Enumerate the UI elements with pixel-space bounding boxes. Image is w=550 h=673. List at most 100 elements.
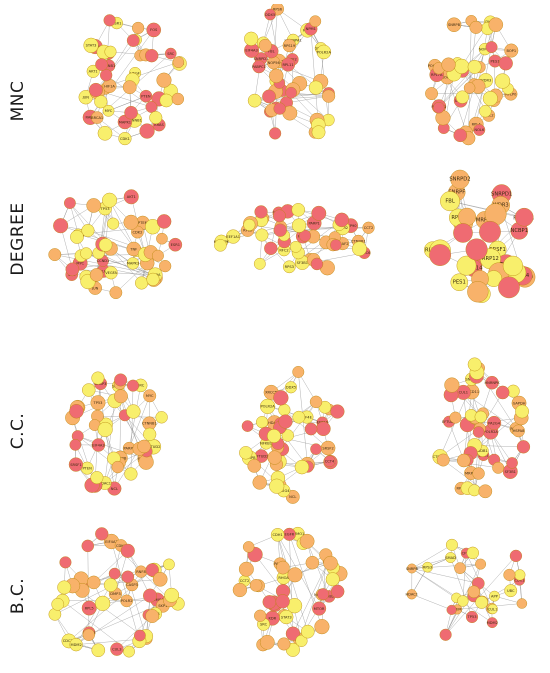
network-node: [88, 82, 103, 98]
network-node: [51, 597, 65, 611]
network-node: MTOR: [312, 601, 327, 616]
node-label: KRAS: [154, 123, 164, 127]
node-label: SNRPD2: [449, 177, 470, 183]
node-circle: [330, 404, 345, 419]
node-circle: [299, 533, 315, 549]
node-label: EEF1A1: [226, 235, 240, 239]
node-circle: [325, 572, 340, 587]
network-edge: [411, 544, 453, 569]
network-node: [472, 426, 485, 438]
node-circle: [311, 125, 326, 140]
network-edge: [114, 448, 140, 489]
network-node: MYC: [102, 104, 115, 117]
node-circle: [126, 404, 141, 419]
network-node: [516, 598, 528, 609]
network-node: ESR1: [168, 237, 183, 252]
row-label-bc: B.C.: [8, 577, 28, 615]
network-node: [239, 446, 253, 460]
node-circle: [273, 390, 289, 406]
node-circle: [494, 73, 511, 89]
network-node: [309, 15, 322, 28]
node-circle: [134, 629, 146, 642]
node-circle: [69, 638, 83, 652]
node-circle: [485, 375, 499, 390]
node-circle: [159, 260, 172, 273]
node-circle: [120, 543, 135, 558]
node-label: RPLP0: [505, 92, 517, 96]
node-circle: [155, 411, 168, 424]
node-label: SNRPD1: [491, 191, 512, 197]
network-node: [488, 17, 504, 32]
node-circle: [311, 205, 327, 221]
network-node: JUN: [78, 90, 93, 105]
node-circle: [478, 484, 493, 499]
network-node: HIF1A: [102, 79, 117, 93]
network-node: [494, 73, 511, 89]
node-circle: [95, 595, 111, 611]
node-label: EFTUD2: [146, 445, 160, 449]
network-edge: [448, 421, 465, 461]
node-circle: [310, 443, 322, 455]
node-circle: [143, 427, 157, 441]
node-label: SNRPB: [448, 23, 461, 27]
node-label: CDK2: [132, 230, 142, 234]
network-node: [94, 95, 108, 109]
node-circle: [156, 232, 168, 245]
node-label: JUN: [82, 96, 90, 100]
node-circle: [272, 209, 286, 223]
node-circle: [83, 37, 99, 53]
network-node: [252, 475, 267, 490]
network-node: [334, 212, 349, 228]
network-node: EEF1A1: [226, 229, 241, 244]
node-label: PA2G4: [488, 421, 500, 425]
network-node: [465, 238, 488, 261]
network-node: [289, 241, 302, 253]
node-circle: [475, 596, 489, 609]
node-label: SRSF1: [489, 247, 505, 253]
node-label: CDC20: [63, 639, 76, 643]
node-circle: [292, 410, 306, 424]
node-label: MYC: [146, 394, 154, 398]
node-circle: [267, 450, 282, 465]
node-circle: [80, 247, 93, 260]
network-node: CUL1: [487, 603, 498, 615]
network-node: SMAD: [445, 552, 456, 563]
network-node: [95, 527, 109, 541]
node-circle: [88, 82, 103, 98]
network-node: [317, 588, 330, 601]
node-circle: [164, 587, 180, 603]
network-node: [134, 629, 146, 642]
node-circle: [51, 597, 65, 611]
network-node: [277, 637, 291, 651]
network-node: [503, 568, 516, 581]
node-circle: [127, 379, 140, 392]
network-node: [123, 214, 139, 230]
network-node: [247, 459, 262, 473]
network-node: [70, 230, 84, 244]
node-circle: [123, 645, 135, 658]
node-label: MYC: [76, 261, 84, 265]
network-node: [467, 281, 489, 303]
network-node: [445, 538, 458, 551]
network-node: SRSF1: [68, 457, 84, 472]
network-node: SNRPD2: [449, 169, 471, 189]
network-node: [247, 93, 262, 108]
network-node: [478, 484, 493, 499]
network-node: [53, 218, 69, 234]
node-label: DDX5: [286, 386, 296, 390]
network-node: RPS3: [422, 561, 433, 573]
node-circle: [242, 541, 255, 553]
network-degree-1: PTENEGFRSRCAKT1TP53MYCCDK2ESR1FOSJUNSTAT…: [48, 189, 183, 299]
network-node: [255, 228, 269, 242]
network-node: SNRPB: [406, 563, 418, 574]
network-node: [91, 371, 105, 385]
node-label: PTEN: [141, 94, 151, 98]
node-circle: [445, 538, 458, 551]
node-circle: [454, 562, 466, 574]
node-circle: [446, 17, 462, 32]
network-edge: [469, 27, 477, 88]
network-edge: [72, 417, 96, 486]
node-circle: [171, 92, 185, 106]
network-node: [114, 373, 128, 387]
node-circle: [469, 20, 483, 34]
